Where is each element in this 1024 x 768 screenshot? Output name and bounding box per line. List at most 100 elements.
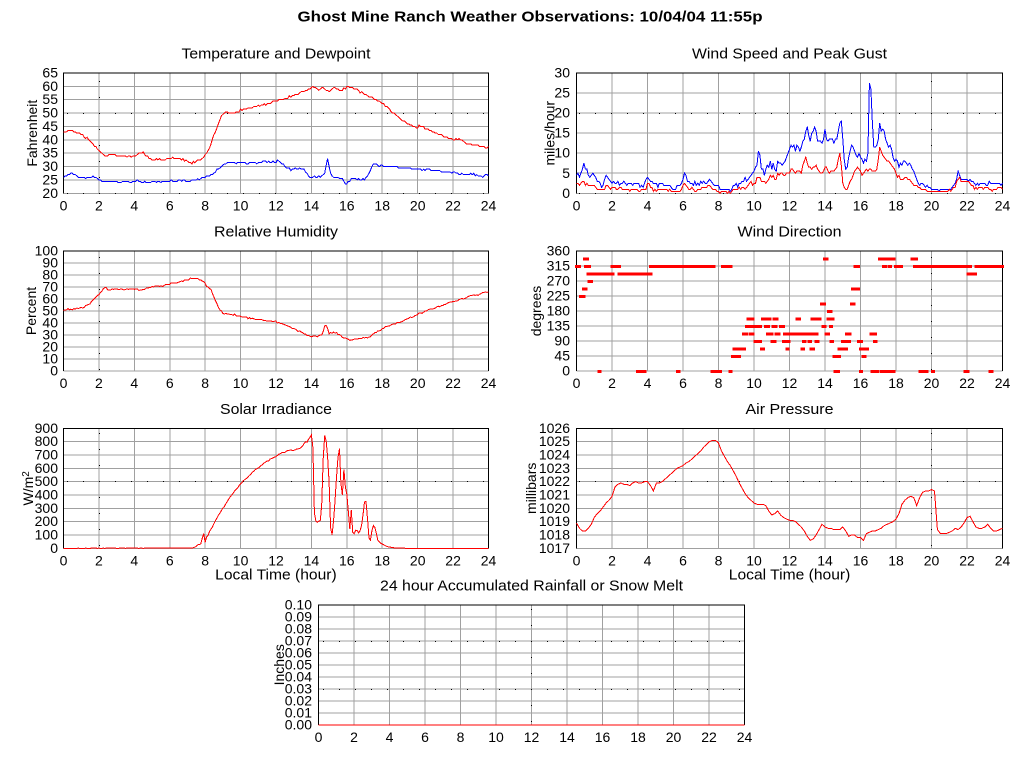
svg-text:Air Pressure: Air Pressure [746, 401, 834, 418]
svg-text:0: 0 [573, 552, 581, 568]
svg-text:80: 80 [42, 267, 58, 283]
svg-text:16: 16 [595, 729, 611, 745]
svg-text:8: 8 [201, 197, 209, 213]
svg-text:6: 6 [166, 197, 174, 213]
svg-text:degrees: degrees [528, 286, 544, 337]
svg-text:14: 14 [817, 375, 833, 391]
svg-text:20: 20 [554, 105, 570, 121]
svg-text:18: 18 [374, 552, 390, 568]
svg-text:miles/hour: miles/hour [542, 101, 558, 166]
svg-text:25: 25 [554, 85, 570, 101]
svg-text:22: 22 [445, 197, 461, 213]
svg-text:225: 225 [547, 288, 571, 304]
svg-text:12: 12 [524, 729, 540, 745]
svg-text:0.00: 0.00 [285, 716, 312, 732]
svg-text:0: 0 [60, 197, 68, 213]
svg-text:22: 22 [959, 197, 975, 213]
svg-text:15: 15 [554, 125, 570, 141]
svg-text:0.02: 0.02 [285, 692, 312, 708]
svg-text:6: 6 [679, 197, 687, 213]
svg-text:4: 4 [386, 729, 394, 745]
svg-text:24: 24 [995, 375, 1011, 391]
svg-text:24: 24 [995, 552, 1011, 568]
svg-text:2: 2 [350, 729, 358, 745]
svg-text:20: 20 [410, 197, 426, 213]
svg-text:90: 90 [42, 255, 58, 271]
svg-text:100: 100 [35, 527, 59, 543]
svg-text:315: 315 [547, 258, 571, 274]
svg-text:30: 30 [42, 158, 58, 174]
svg-text:10: 10 [488, 729, 504, 745]
svg-text:12: 12 [782, 197, 798, 213]
svg-text:2: 2 [95, 375, 103, 391]
svg-text:16: 16 [853, 197, 869, 213]
svg-text:22: 22 [959, 552, 975, 568]
svg-text:6: 6 [679, 375, 687, 391]
svg-text:8: 8 [201, 552, 209, 568]
svg-text:12: 12 [268, 552, 284, 568]
svg-text:16: 16 [339, 552, 355, 568]
svg-text:55: 55 [42, 91, 58, 107]
svg-text:1026: 1026 [539, 420, 570, 436]
svg-text:1018: 1018 [539, 527, 570, 543]
svg-text:22: 22 [701, 729, 717, 745]
svg-text:0.08: 0.08 [285, 620, 312, 636]
svg-text:18: 18 [888, 197, 904, 213]
svg-text:0.01: 0.01 [285, 704, 312, 720]
svg-text:22: 22 [445, 552, 461, 568]
svg-text:800: 800 [35, 433, 59, 449]
svg-text:50: 50 [42, 303, 58, 319]
svg-text:12: 12 [782, 375, 798, 391]
svg-text:4: 4 [130, 197, 138, 213]
svg-text:14: 14 [817, 197, 833, 213]
svg-text:20: 20 [42, 339, 58, 355]
svg-text:135: 135 [547, 318, 571, 334]
svg-text:8: 8 [715, 375, 723, 391]
svg-text:6: 6 [421, 729, 429, 745]
svg-text:8: 8 [715, 197, 723, 213]
svg-text:1019: 1019 [539, 513, 570, 529]
svg-text:2: 2 [95, 552, 103, 568]
svg-text:400: 400 [35, 487, 59, 503]
svg-text:10: 10 [233, 197, 249, 213]
svg-text:200: 200 [35, 513, 59, 529]
svg-text:60: 60 [42, 78, 58, 94]
svg-text:14: 14 [304, 197, 320, 213]
svg-text:1017: 1017 [539, 540, 570, 556]
svg-text:22: 22 [445, 375, 461, 391]
svg-text:0.09: 0.09 [285, 608, 312, 624]
svg-text:5: 5 [562, 165, 570, 181]
svg-text:6: 6 [679, 552, 687, 568]
svg-text:0: 0 [50, 363, 58, 379]
svg-text:35: 35 [42, 145, 58, 161]
svg-text:0.05: 0.05 [285, 656, 312, 672]
svg-text:0: 0 [50, 540, 58, 556]
svg-text:4: 4 [644, 375, 652, 391]
svg-text:0.06: 0.06 [285, 644, 312, 660]
svg-text:14: 14 [304, 552, 320, 568]
svg-text:65: 65 [42, 65, 58, 81]
svg-text:8: 8 [457, 729, 465, 745]
svg-text:18: 18 [888, 375, 904, 391]
svg-text:0: 0 [562, 363, 570, 379]
svg-text:18: 18 [888, 552, 904, 568]
svg-text:2: 2 [608, 552, 616, 568]
svg-text:8: 8 [201, 375, 209, 391]
svg-text:Relative Humidity: Relative Humidity [214, 224, 339, 241]
svg-text:8: 8 [715, 552, 723, 568]
svg-text:20: 20 [42, 185, 58, 201]
svg-text:360: 360 [547, 243, 571, 259]
svg-text:30: 30 [42, 327, 58, 343]
svg-text:4: 4 [644, 552, 652, 568]
svg-text:1021: 1021 [539, 487, 570, 503]
svg-text:500: 500 [35, 473, 59, 489]
svg-text:40: 40 [42, 131, 58, 147]
svg-text:20: 20 [410, 552, 426, 568]
svg-text:0: 0 [573, 197, 581, 213]
svg-text:25: 25 [42, 171, 58, 187]
svg-text:14: 14 [304, 375, 320, 391]
svg-text:W/m2: W/m2 [20, 471, 36, 506]
svg-text:14: 14 [817, 552, 833, 568]
svg-text:10: 10 [42, 351, 58, 367]
svg-text:Percent: Percent [23, 287, 39, 335]
